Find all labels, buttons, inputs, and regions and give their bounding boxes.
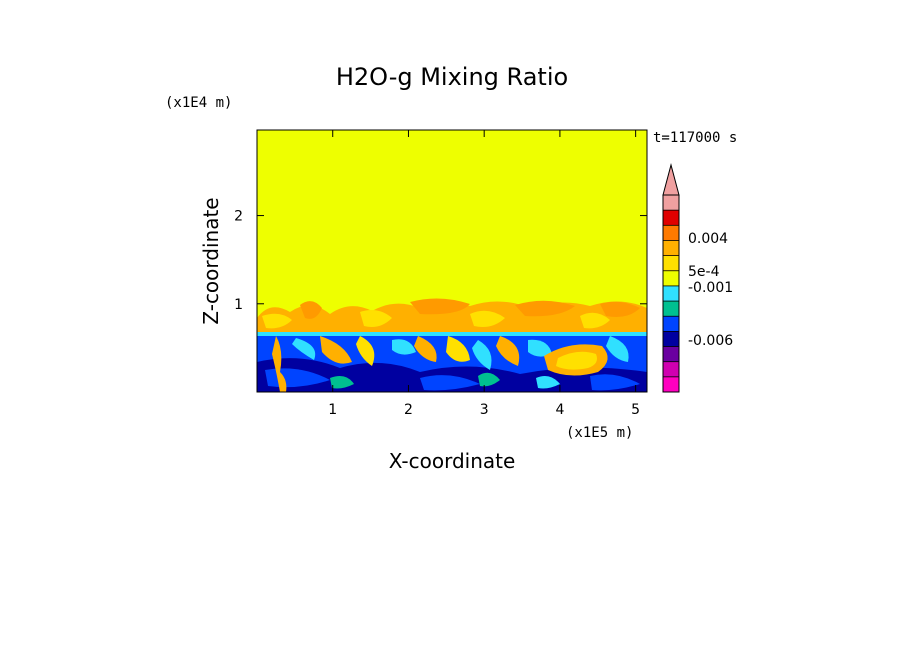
colorbar-label: -0.006 [688, 333, 733, 349]
colorbar-swatch [663, 361, 679, 377]
colorbar-swatch [663, 195, 679, 211]
colorbar-swatch [663, 270, 679, 286]
colorbar-swatch [663, 255, 679, 271]
x-tick-label: 2 [404, 402, 413, 418]
y-axis-label: Z-coordinate [199, 197, 223, 324]
x-tick-label: 5 [631, 402, 640, 418]
colorbar-swatch [663, 316, 679, 332]
colorbar-swatch [663, 301, 679, 317]
x-axis-label: X-coordinate [389, 449, 516, 473]
x-unit-label: (x1E5 m) [566, 425, 633, 441]
x-axis: 1 2 3 4 5 [328, 130, 640, 418]
colorbar-swatch [663, 331, 679, 347]
colorbar: 0.004 5e-4-0.001 -0.006 [662, 163, 733, 393]
colorbar-frame [662, 194, 680, 393]
colorbar-swatch [663, 376, 679, 392]
colorbar-label: 0.004 [688, 231, 728, 247]
colorbar-arrow [662, 163, 680, 196]
colorbar-label: -0.001 [688, 280, 733, 296]
y-tick-label: 1 [234, 297, 243, 313]
colorbar-swatch [663, 210, 679, 226]
transition-layer-region [257, 298, 647, 336]
colorbar-swatch [663, 285, 679, 302]
x-tick-label: 1 [328, 402, 337, 418]
plot-frame [256, 129, 648, 393]
colorbar-swatch [663, 240, 679, 256]
y-axis: 12 [234, 209, 647, 313]
colorbar-swatch [663, 346, 679, 362]
y-tick-label: 2 [234, 209, 243, 225]
y-unit-label: (x1E4 m) [165, 95, 232, 111]
x-tick-label: 3 [480, 402, 489, 418]
colorbar-swatch [663, 225, 679, 241]
x-tick-label: 4 [555, 402, 564, 418]
plot-area [257, 130, 647, 392]
boundary-layer-region [257, 332, 647, 392]
time-label: t=117000 s [653, 130, 737, 146]
colorbar-label: 5e-4 [688, 264, 720, 280]
chart-title: H2O-g Mixing Ratio [336, 63, 568, 91]
